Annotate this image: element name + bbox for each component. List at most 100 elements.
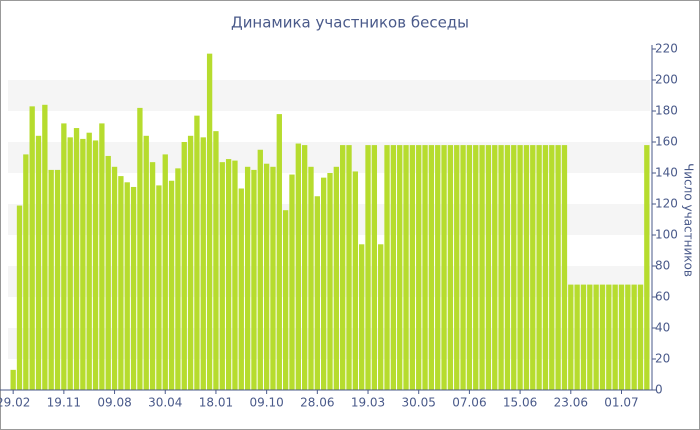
- bar: [238, 188, 244, 390]
- bar: [61, 123, 67, 391]
- bar: [492, 145, 498, 390]
- bar: [111, 166, 118, 390]
- bar: [35, 135, 42, 390]
- x-tick-label: 30.05: [402, 396, 436, 410]
- bar: [422, 145, 428, 390]
- bar: [530, 145, 536, 390]
- bar: [67, 137, 73, 390]
- bar: [244, 166, 251, 390]
- bar: [618, 284, 625, 390]
- bar: [359, 244, 365, 390]
- x-tick-label: 30.04: [148, 396, 182, 410]
- bar: [428, 145, 435, 390]
- bar: [378, 244, 384, 390]
- x-tick-label: 09.08: [97, 396, 131, 410]
- y-tick-label: 120: [655, 197, 678, 211]
- x-tick-label: 19.11: [47, 396, 81, 410]
- bar: [232, 160, 238, 390]
- y-tick-label: 180: [655, 104, 678, 118]
- y-tick-label: 160: [655, 135, 678, 149]
- bar: [10, 369, 16, 390]
- bar: [289, 174, 295, 390]
- bar: [555, 145, 561, 390]
- bar: [194, 115, 200, 391]
- bar: [156, 185, 162, 390]
- y-tick-label: 20: [655, 352, 670, 366]
- grid-band: [8, 80, 650, 111]
- bar: [498, 145, 504, 390]
- bar: [168, 180, 175, 390]
- bar: [48, 169, 54, 390]
- bar: [73, 128, 80, 391]
- bar: [625, 284, 631, 390]
- bar: [143, 135, 149, 390]
- bar: [403, 145, 409, 390]
- bar: [644, 145, 650, 390]
- bar: [631, 284, 637, 390]
- bar: [99, 123, 105, 391]
- bar: [485, 145, 492, 390]
- y-tick-label: 80: [655, 259, 670, 273]
- bar: [295, 143, 301, 390]
- bar: [270, 166, 276, 390]
- bar: [384, 145, 390, 390]
- bar: [308, 166, 314, 390]
- chart-title: Динамика участников беседы: [231, 14, 469, 32]
- bar: [86, 132, 92, 390]
- bar: [54, 169, 61, 390]
- bar: [517, 145, 523, 390]
- bar: [149, 162, 156, 390]
- bar: [321, 177, 327, 390]
- bar: [504, 145, 511, 390]
- bar: [580, 284, 587, 390]
- bar: [599, 284, 606, 390]
- y-tick-label: 140: [655, 166, 678, 180]
- x-tick-label: 29.02: [0, 396, 30, 410]
- bar: [568, 284, 574, 390]
- bar: [105, 155, 111, 390]
- bar: [251, 169, 257, 390]
- bar: [187, 135, 194, 390]
- bar: [327, 173, 333, 390]
- bar: [200, 137, 206, 390]
- bar: [276, 114, 282, 390]
- bar: [460, 145, 466, 390]
- y-tick-label: 40: [655, 321, 670, 335]
- y-tick-label: 60: [655, 290, 670, 304]
- bar: [473, 145, 479, 390]
- bar: [301, 145, 308, 390]
- bar: [181, 142, 187, 390]
- bar: [92, 140, 99, 390]
- bar: [466, 145, 473, 390]
- x-tick-label: 01.07: [604, 396, 638, 410]
- bar: [16, 205, 23, 390]
- bar: [219, 162, 225, 390]
- x-tick-label: 18.01: [199, 396, 233, 410]
- bar: [137, 107, 143, 391]
- bar: [390, 145, 397, 390]
- bar: [549, 145, 555, 390]
- bar: [523, 145, 530, 390]
- y-tick-label: 200: [655, 73, 678, 87]
- y-axis-label: Число участников: [682, 163, 696, 277]
- bar: [397, 145, 403, 390]
- bar: [441, 145, 447, 390]
- x-tick-label: 15.06: [503, 396, 537, 410]
- bar: [124, 182, 130, 390]
- bar: [454, 145, 460, 390]
- bar: [593, 284, 599, 390]
- x-tick-label: 09.10: [249, 396, 283, 410]
- x-tick-label: 23.06: [554, 396, 588, 410]
- bar: [542, 145, 549, 390]
- bar: [162, 154, 168, 390]
- x-tick-label: 28.06: [300, 396, 334, 410]
- bar: [479, 145, 485, 390]
- x-tick-label: 19.03: [351, 396, 385, 410]
- bar: [29, 106, 35, 390]
- bar: [340, 145, 346, 390]
- bar: [333, 166, 339, 390]
- bar: [257, 149, 263, 390]
- y-tick-label: 100: [655, 228, 678, 242]
- bar: [574, 284, 580, 390]
